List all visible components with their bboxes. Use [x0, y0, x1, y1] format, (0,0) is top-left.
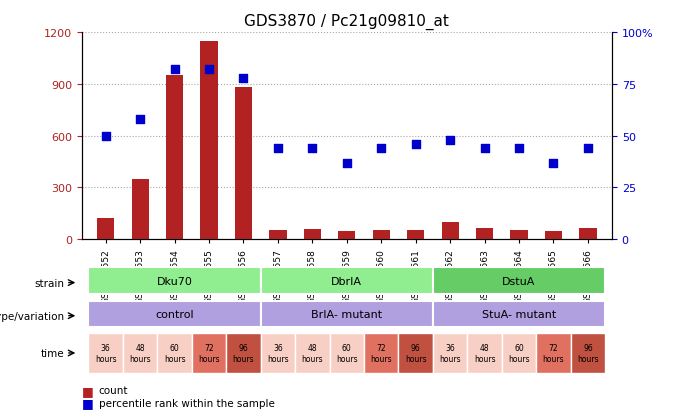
Bar [192, 333, 226, 373]
Bar [97, 219, 114, 240]
Text: 96
hours: 96 hours [577, 344, 598, 363]
Point [169, 67, 180, 74]
Point [238, 75, 249, 82]
Point [273, 145, 284, 152]
Point [376, 145, 387, 152]
Text: 48
hours: 48 hours [474, 344, 495, 363]
Text: Dku70: Dku70 [156, 276, 192, 286]
Point [100, 133, 111, 140]
Text: 36
hours: 36 hours [267, 344, 289, 363]
Text: ■: ■ [82, 384, 93, 397]
Text: 60
hours: 60 hours [336, 344, 358, 363]
Text: DstuA: DstuA [503, 276, 536, 286]
Point [513, 145, 524, 152]
Bar [338, 232, 356, 240]
Bar [226, 333, 260, 373]
Point [445, 137, 456, 144]
Text: BrIA- mutant: BrIA- mutant [311, 309, 382, 319]
Text: count: count [99, 385, 128, 395]
Text: 36
hours: 36 hours [439, 344, 461, 363]
Text: 48
hours: 48 hours [301, 344, 323, 363]
Point [548, 160, 559, 166]
Bar [441, 222, 459, 240]
Bar [88, 333, 123, 373]
Bar [260, 333, 295, 373]
Bar [269, 230, 286, 240]
Bar [511, 231, 528, 240]
Bar [476, 228, 493, 240]
Bar [373, 231, 390, 240]
Bar [467, 333, 502, 373]
Text: 96
hours: 96 hours [233, 344, 254, 363]
Point [307, 145, 318, 152]
Bar [407, 230, 424, 240]
Text: 72
hours: 72 hours [543, 344, 564, 363]
Bar [166, 76, 183, 240]
Bar [433, 268, 605, 294]
Text: control: control [155, 309, 194, 319]
Text: strain: strain [35, 278, 65, 288]
Bar [131, 179, 149, 240]
Bar [433, 333, 467, 373]
Text: StuA- mutant: StuA- mutant [482, 309, 556, 319]
Bar [537, 333, 571, 373]
Text: 48
hours: 48 hours [129, 344, 151, 363]
Bar [201, 42, 218, 240]
Text: 72
hours: 72 hours [371, 344, 392, 363]
Point [203, 67, 214, 74]
Bar [433, 301, 605, 327]
Bar [88, 268, 260, 294]
Text: percentile rank within the sample: percentile rank within the sample [99, 398, 275, 408]
Bar [330, 333, 364, 373]
Title: GDS3870 / Pc21g09810_at: GDS3870 / Pc21g09810_at [244, 14, 449, 30]
Bar [571, 333, 605, 373]
Point [410, 141, 421, 148]
Bar [545, 232, 562, 240]
Text: 60
hours: 60 hours [508, 344, 530, 363]
Bar [579, 228, 596, 240]
Bar [235, 88, 252, 240]
Bar [398, 333, 433, 373]
Text: ■: ■ [82, 396, 93, 409]
Point [479, 145, 490, 152]
Text: genotype/variation: genotype/variation [0, 311, 65, 321]
Bar [260, 301, 433, 327]
Bar [88, 301, 260, 327]
Text: DbrIA: DbrIA [331, 276, 362, 286]
Text: 60
hours: 60 hours [164, 344, 186, 363]
Bar [502, 333, 537, 373]
Bar [295, 333, 330, 373]
Bar [123, 333, 157, 373]
Bar [157, 333, 192, 373]
Point [583, 145, 594, 152]
Bar [260, 268, 433, 294]
Text: 72
hours: 72 hours [199, 344, 220, 363]
Text: 36
hours: 36 hours [95, 344, 116, 363]
Point [135, 116, 146, 123]
Point [341, 160, 352, 166]
Bar [304, 229, 321, 240]
Text: time: time [41, 348, 65, 358]
Text: 96
hours: 96 hours [405, 344, 426, 363]
Bar [364, 333, 398, 373]
